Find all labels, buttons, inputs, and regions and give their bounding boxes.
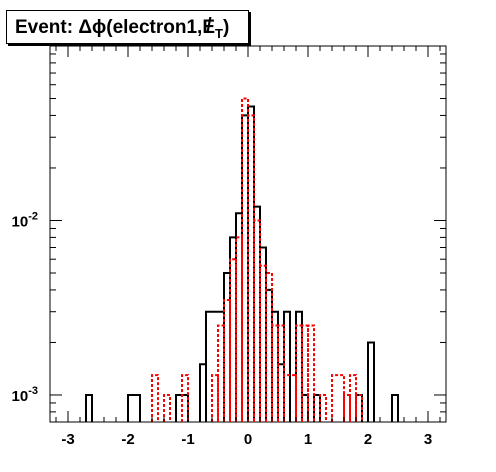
series-2-bin-23 xyxy=(349,374,357,422)
series-2-bin-19 xyxy=(307,324,315,422)
series-1-bin-21 xyxy=(367,341,375,422)
chart-title-symbol: E / xyxy=(202,15,216,38)
series-2-bin-5 xyxy=(217,324,225,422)
series-2-bin-14 xyxy=(271,324,279,422)
x-tick-label-3: -1 xyxy=(181,431,194,448)
series-2-bin-12 xyxy=(259,264,267,422)
chart-title-subscript: T xyxy=(215,25,223,41)
x-tick-label-1: -3 xyxy=(61,431,74,448)
series-2-bin-13 xyxy=(265,272,273,422)
series-2-bin-2 xyxy=(163,393,171,422)
x-tick-label-6: 2 xyxy=(364,431,372,448)
series-2-bin-20 xyxy=(319,393,327,422)
chart-title-close: ) xyxy=(222,17,230,38)
y-tick-label-2: 10-2 xyxy=(12,210,38,230)
series-2-bin-15 xyxy=(277,324,285,422)
x-tick-label-4: 0 xyxy=(244,431,252,448)
chart-title: Event: Δϕ(electron1,E / T) xyxy=(15,15,230,41)
series-2-bin-1 xyxy=(151,374,159,422)
series-2-bin-22 xyxy=(343,393,351,422)
series-1-bin-1 xyxy=(85,393,93,422)
x-tick-label-2: -2 xyxy=(121,431,134,448)
x-tick-label-7: 3 xyxy=(424,431,432,448)
x-tick-label-5: 1 xyxy=(304,431,312,448)
series-2-bin-4 xyxy=(211,374,219,422)
series-2-bin-17 xyxy=(295,324,303,422)
axis-layer: -3 -2 -1 0 1 2 3 10-3 10-2 xyxy=(12,46,446,448)
y-tick-label-1: 10-3 xyxy=(12,385,38,405)
series-layer xyxy=(85,97,399,422)
series-2-bin-21 xyxy=(331,374,345,422)
series-2-bin-18 xyxy=(301,324,309,422)
series-1-bin-22 xyxy=(391,393,399,422)
series-2-bin-24 xyxy=(355,393,363,422)
chart-title-main: Event: Δϕ(electron1, xyxy=(15,17,203,38)
series-2-bin-3 xyxy=(181,374,189,422)
series-2-bin-10 xyxy=(247,114,255,422)
series-2-bin-11 xyxy=(253,219,261,422)
chart-title-box: Event: Δϕ(electron1,E / T) xyxy=(6,10,249,44)
series-2-bin-6 xyxy=(223,299,231,422)
series-1-bin-2 xyxy=(127,393,141,422)
series-1-bin-5 xyxy=(205,310,225,422)
series-1-bin-16 xyxy=(283,310,291,422)
series-2-bin-16 xyxy=(283,374,297,422)
